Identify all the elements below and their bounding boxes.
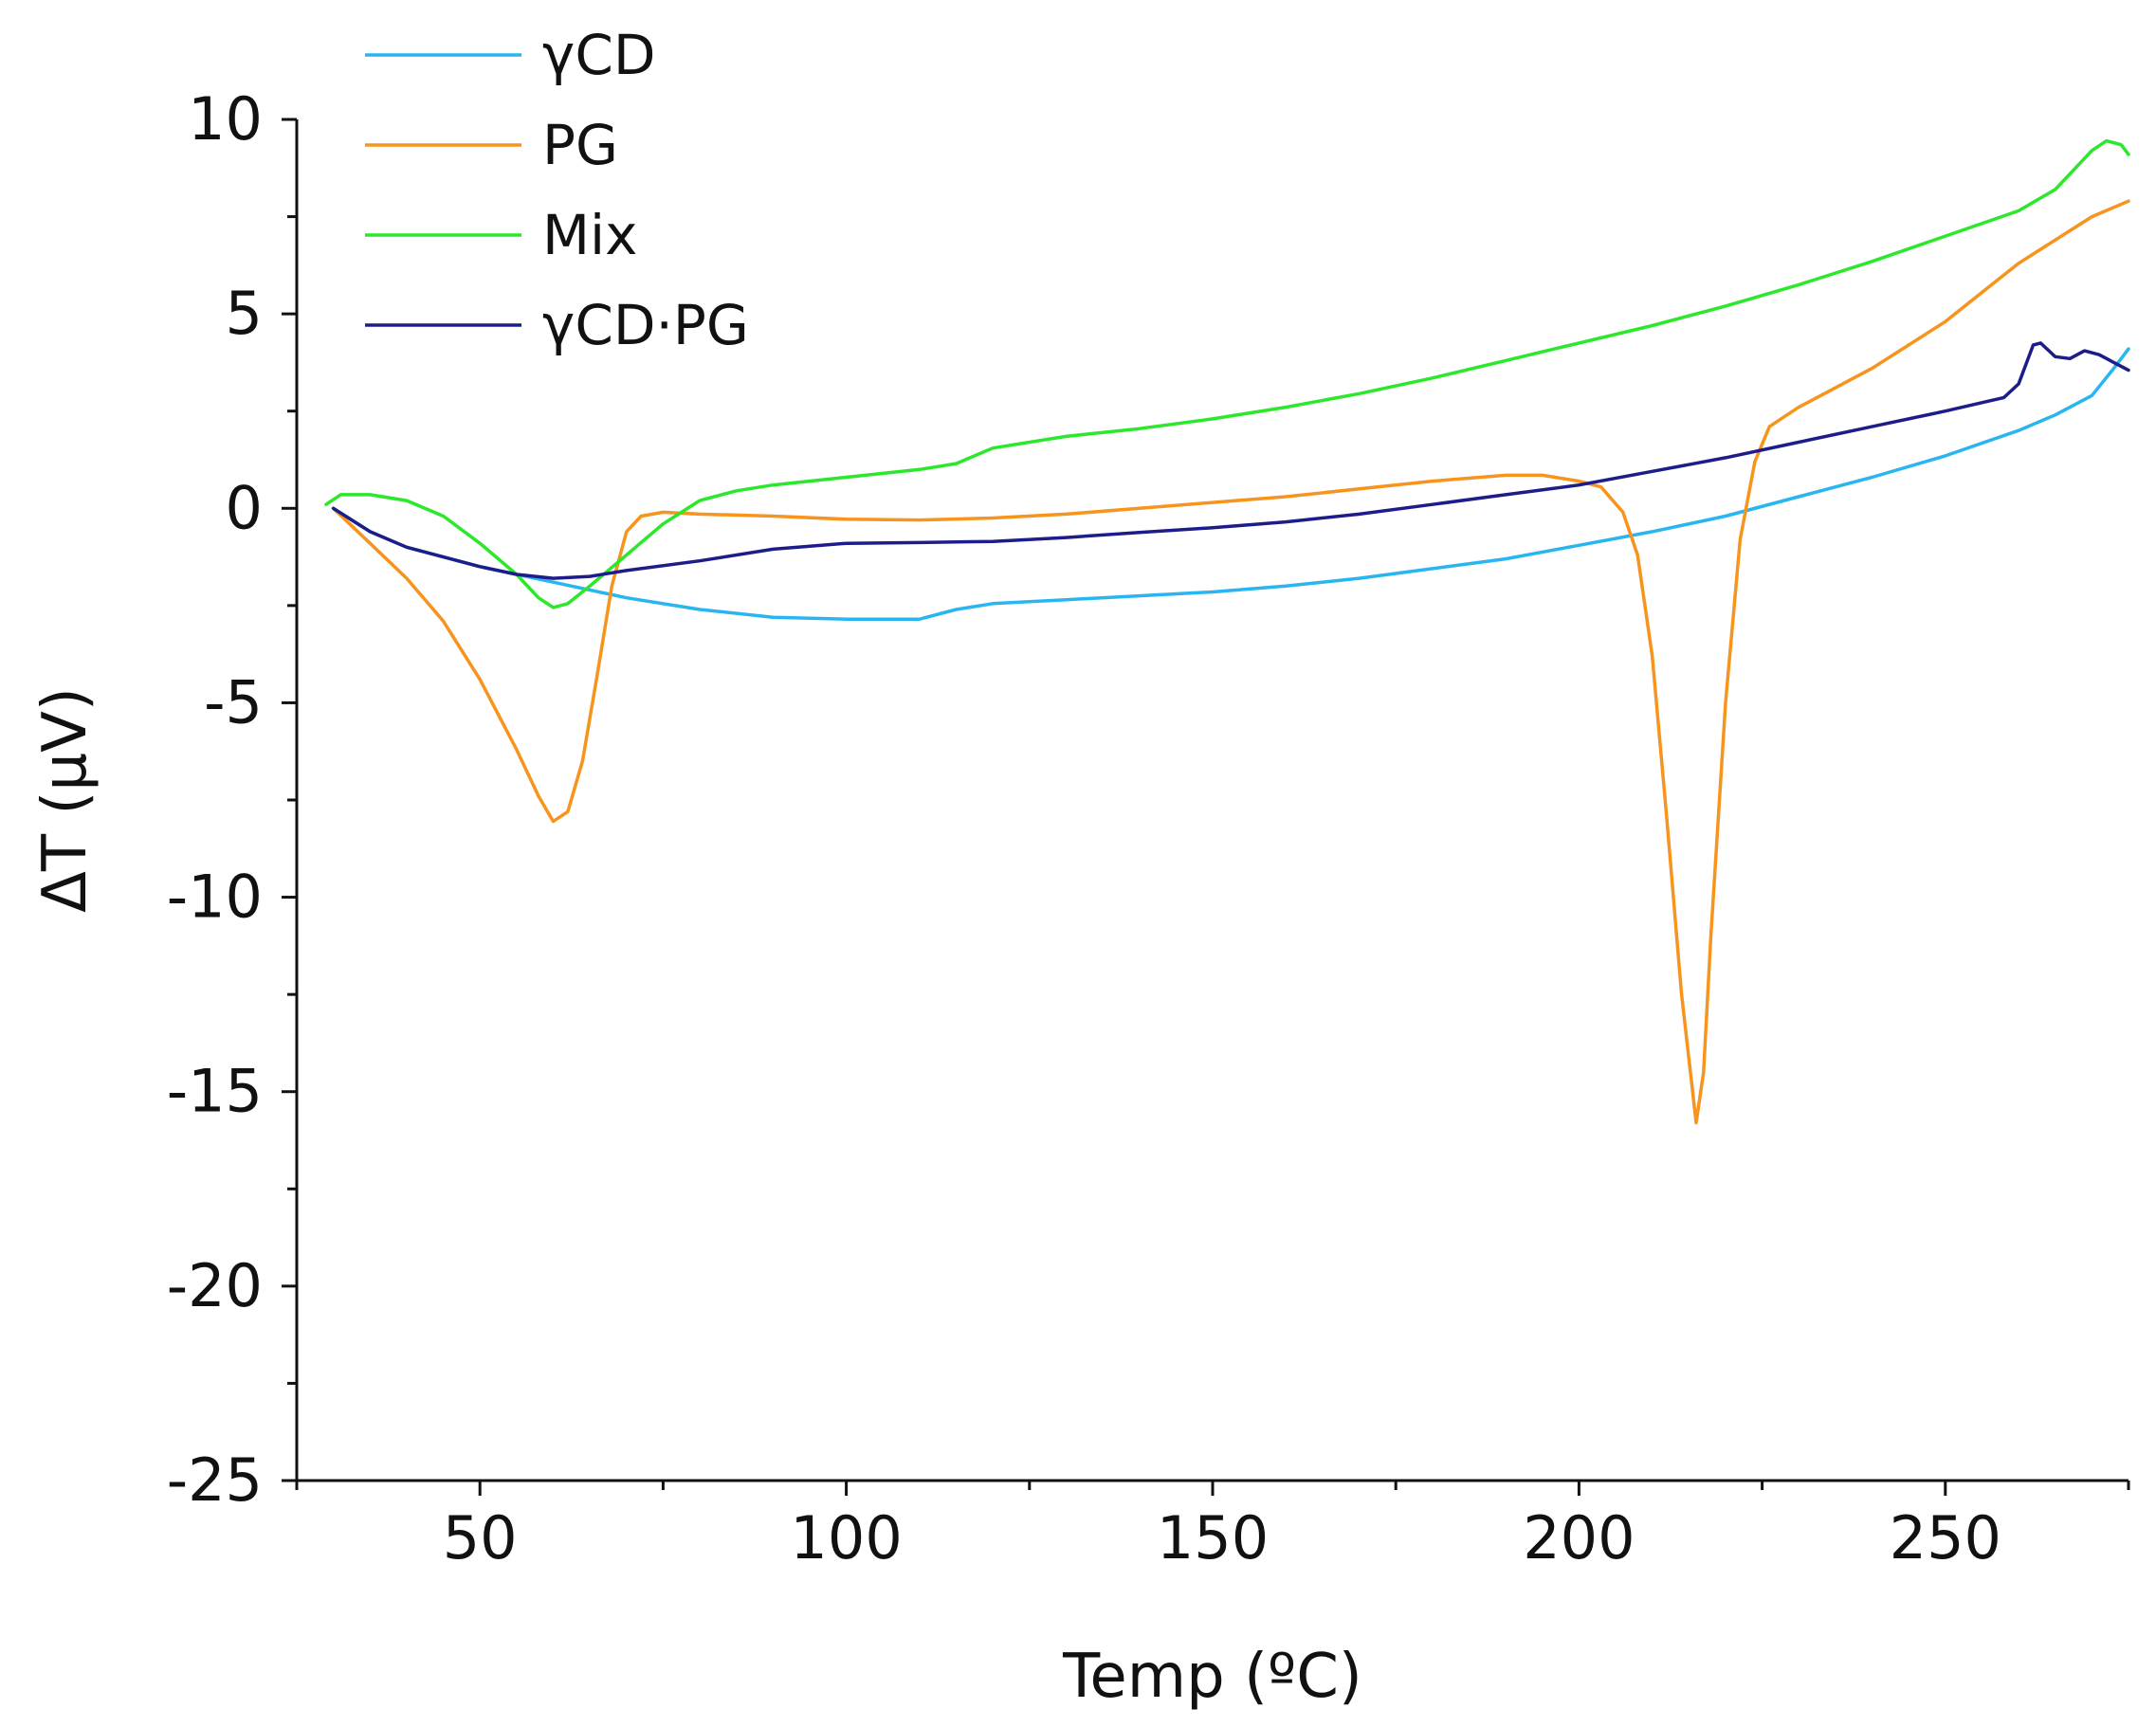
series-line-2 [324, 138, 2130, 609]
legend-label-1: PG [542, 113, 618, 177]
x-axis-title: Temp (ºC) [1062, 1642, 1362, 1712]
y-tick-label: -5 [204, 667, 263, 736]
x-tick-label: 200 [1523, 1503, 1635, 1572]
legend: γCD PG Mix γCD·PG [365, 23, 749, 357]
series-layer [324, 138, 2130, 1125]
series-line-3 [331, 341, 2130, 580]
x-tick-label: 100 [790, 1503, 902, 1572]
y-tick-label: 0 [226, 473, 263, 542]
y-tick-label: 10 [188, 84, 263, 154]
y-tick-label: -20 [167, 1251, 263, 1320]
y-tick-label: 5 [226, 279, 263, 348]
y-tick-label: -25 [167, 1445, 263, 1515]
legend-label-2: Mix [542, 203, 637, 267]
series-line-1 [331, 199, 2130, 1125]
x-tick-label: 250 [1890, 1503, 2001, 1572]
x-tick-label: 150 [1157, 1503, 1269, 1572]
y-tick-label: -15 [167, 1057, 263, 1126]
x-tick-label: 50 [443, 1503, 518, 1572]
legend-label-3: γCD·PG [542, 293, 749, 357]
y-tick-label: -10 [167, 863, 263, 932]
legend-label-0: γCD [542, 23, 655, 87]
series-line-0 [331, 347, 2130, 621]
y-axis-title: ΔT (μV) [30, 687, 100, 913]
